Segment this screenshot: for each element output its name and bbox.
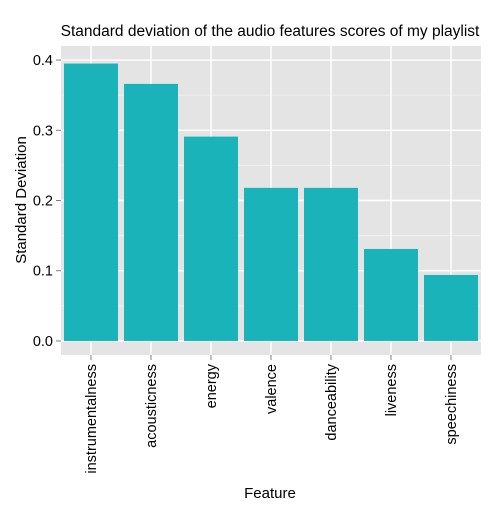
bar-valence <box>244 187 298 341</box>
y-tick-label: 0.4 <box>33 53 53 69</box>
bar-instrumentalness <box>64 63 118 341</box>
y-axis: 0.0 0.1 0.2 0.3 0.4 <box>33 53 61 350</box>
x-tick-label: valence <box>264 364 280 414</box>
y-tick-label: 0.3 <box>33 123 53 139</box>
bar-energy <box>184 136 238 341</box>
bar-liveness <box>364 248 418 341</box>
y-tick-label: 0.2 <box>33 194 53 210</box>
bar-danceability <box>304 187 358 341</box>
x-tick-label: speechiness <box>444 364 460 445</box>
x-tick-label: acousticness <box>144 364 160 448</box>
x-axis: instrumentalness acousticness energy valenc… <box>84 355 460 474</box>
bars <box>64 63 478 341</box>
x-axis-label: Feature <box>244 485 296 502</box>
y-tick-label: 0.1 <box>33 264 53 280</box>
x-tick-label: danceability <box>324 363 340 440</box>
bar-acousticness <box>124 83 178 341</box>
chart-title: Standard deviation of the audio features… <box>61 23 480 40</box>
bar-speechiness <box>424 274 478 341</box>
y-tick-label: 0.0 <box>33 334 53 350</box>
y-axis-label: Standard Deviation <box>13 136 30 264</box>
x-tick-label: instrumentalness <box>84 364 100 474</box>
x-tick-label: energy <box>204 363 220 408</box>
x-tick-label: liveness <box>384 364 400 416</box>
